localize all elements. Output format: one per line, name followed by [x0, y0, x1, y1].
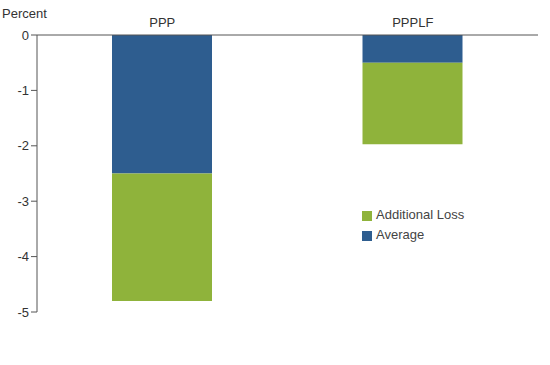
- svg-text:-1: -1: [17, 83, 29, 98]
- html-text:Average: Average: [376, 227, 425, 242]
- svg-text:-4: -4: [17, 249, 29, 264]
- svg-text:PPP: PPP: [149, 15, 175, 30]
- svg-text:0: 0: [22, 28, 29, 43]
- svg-text:PPPLF: PPPLF: [392, 15, 433, 30]
- html-text:Percent: Percent: [2, 6, 47, 21]
- svg-text:-5: -5: [17, 305, 29, 320]
- html-text:Additional Loss: Additional Loss: [376, 207, 465, 222]
- svg-text:-2: -2: [17, 138, 29, 153]
- svg-text:-3: -3: [17, 194, 29, 209]
